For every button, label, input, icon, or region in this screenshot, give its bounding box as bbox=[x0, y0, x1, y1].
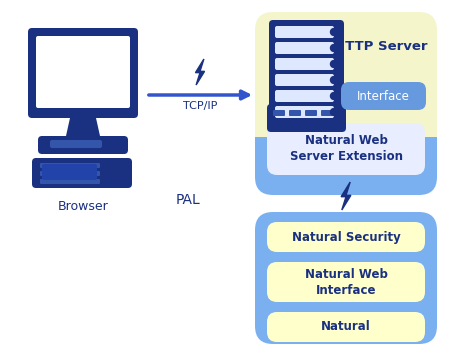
FancyBboxPatch shape bbox=[40, 163, 100, 168]
FancyBboxPatch shape bbox=[40, 179, 100, 184]
FancyBboxPatch shape bbox=[255, 212, 437, 344]
Circle shape bbox=[330, 44, 338, 51]
Text: Browser: Browser bbox=[58, 200, 108, 213]
Text: TCP/IP: TCP/IP bbox=[183, 101, 218, 111]
FancyBboxPatch shape bbox=[267, 262, 425, 302]
FancyBboxPatch shape bbox=[269, 20, 344, 128]
Circle shape bbox=[330, 93, 338, 99]
FancyBboxPatch shape bbox=[275, 26, 334, 38]
Circle shape bbox=[330, 60, 338, 67]
Text: Natural Web
Interface: Natural Web Interface bbox=[305, 268, 387, 296]
FancyBboxPatch shape bbox=[267, 123, 425, 175]
FancyBboxPatch shape bbox=[32, 158, 132, 188]
FancyBboxPatch shape bbox=[289, 110, 301, 116]
Text: Natural: Natural bbox=[321, 321, 371, 333]
FancyBboxPatch shape bbox=[42, 164, 97, 180]
FancyBboxPatch shape bbox=[275, 58, 334, 70]
FancyBboxPatch shape bbox=[267, 222, 425, 252]
FancyBboxPatch shape bbox=[275, 42, 334, 54]
Circle shape bbox=[330, 76, 338, 83]
FancyBboxPatch shape bbox=[38, 136, 128, 154]
FancyBboxPatch shape bbox=[275, 106, 334, 118]
FancyBboxPatch shape bbox=[28, 28, 138, 118]
Text: PAL: PAL bbox=[176, 193, 200, 207]
Text: Interface: Interface bbox=[357, 89, 410, 103]
FancyBboxPatch shape bbox=[255, 117, 437, 137]
FancyBboxPatch shape bbox=[267, 312, 425, 342]
FancyBboxPatch shape bbox=[255, 12, 437, 177]
Text: Natural Security: Natural Security bbox=[292, 230, 400, 244]
FancyBboxPatch shape bbox=[50, 140, 102, 148]
FancyBboxPatch shape bbox=[255, 117, 437, 195]
FancyBboxPatch shape bbox=[273, 110, 285, 116]
Text: HTTP Server: HTTP Server bbox=[333, 40, 427, 53]
FancyBboxPatch shape bbox=[321, 110, 333, 116]
FancyBboxPatch shape bbox=[267, 104, 346, 132]
Circle shape bbox=[330, 28, 338, 36]
FancyBboxPatch shape bbox=[40, 171, 100, 176]
Polygon shape bbox=[195, 59, 205, 85]
FancyBboxPatch shape bbox=[36, 36, 130, 108]
Polygon shape bbox=[341, 182, 351, 210]
FancyBboxPatch shape bbox=[341, 82, 426, 110]
FancyBboxPatch shape bbox=[275, 90, 334, 102]
Circle shape bbox=[330, 109, 338, 115]
FancyBboxPatch shape bbox=[275, 74, 334, 86]
Polygon shape bbox=[66, 118, 100, 136]
FancyBboxPatch shape bbox=[305, 110, 317, 116]
Text: Natural Web
Server Extension: Natural Web Server Extension bbox=[289, 135, 402, 164]
